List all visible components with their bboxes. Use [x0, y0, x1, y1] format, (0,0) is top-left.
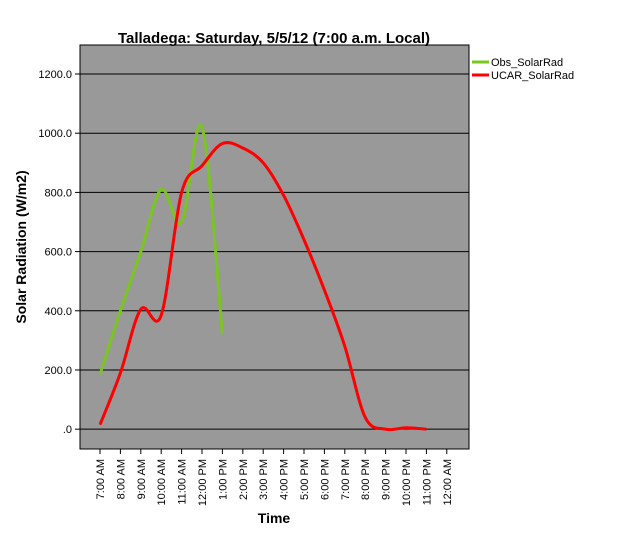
legend-label: Obs_SolarRad [491, 57, 563, 69]
x-tick-label: 4:00 PM [279, 459, 291, 500]
chart-title: Talladega: Saturday, 5/5/12 (7:00 a.m. L… [118, 30, 430, 47]
y-tick-label: .0 [63, 424, 72, 436]
x-tick-label: 7:00 PM [340, 459, 352, 500]
x-tick-label: 12:00 PM [197, 459, 209, 506]
x-tick-label: 3:00 PM [258, 459, 270, 500]
y-tick-label: 400.0 [44, 306, 72, 318]
y-tick-label: 1200.0 [38, 69, 72, 81]
series-line [98, 123, 224, 375]
x-tick-label: 7:00 AM [95, 459, 107, 499]
y-tick-label: 1000.0 [38, 128, 72, 140]
x-tick-label: 10:00 AM [156, 459, 168, 505]
y-tick-label: 200.0 [44, 365, 72, 377]
series-line [98, 141, 427, 432]
x-tick-label: 11:00 PM [421, 459, 433, 505]
x-tick-label: 8:00 PM [360, 459, 372, 500]
y-tick-label: 600.0 [44, 247, 72, 259]
x-tick-label: 6:00 PM [319, 459, 331, 500]
x-tick-label: 9:00 AM [136, 459, 148, 499]
x-tick-label: 11:00 AM [177, 459, 189, 505]
y-tick-label: 800.0 [44, 187, 72, 199]
legend-label: UCAR_SolarRad [491, 70, 574, 82]
x-tick-label: 10:00 PM [401, 459, 413, 506]
x-tick-label: 9:00 PM [381, 459, 393, 500]
x-tick-label: 12:00 AM [442, 459, 454, 505]
plot-area [79, 44, 470, 450]
y-axis-label: Solar Radiation (W/m2) [13, 170, 29, 323]
x-tick-label: 5:00 PM [299, 459, 311, 500]
x-axis-label: Time [258, 510, 291, 526]
x-tick-label: 2:00 PM [238, 459, 250, 500]
x-tick-label: 8:00 AM [115, 459, 127, 499]
x-tick-label: 1:00 PM [217, 459, 229, 500]
